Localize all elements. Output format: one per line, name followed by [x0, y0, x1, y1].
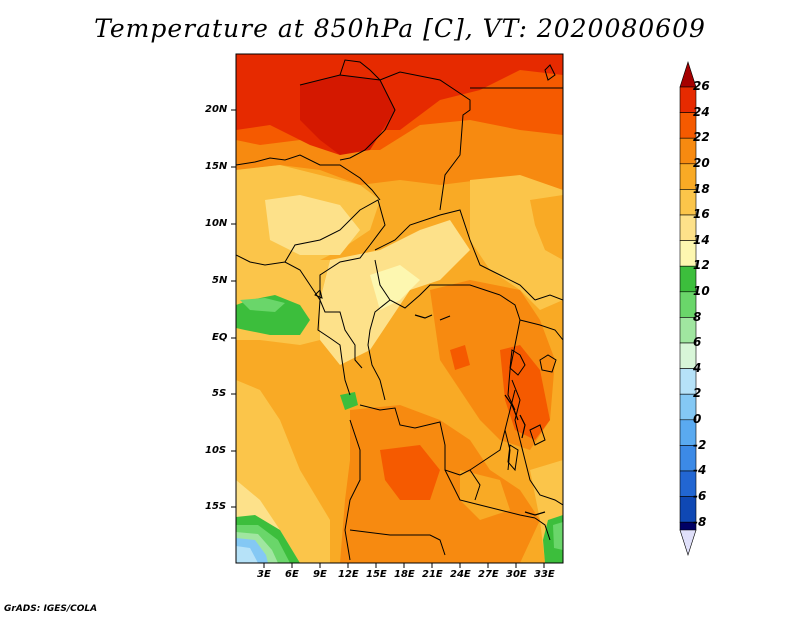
map-frame [235, 53, 564, 564]
colorbar-label: 20 [693, 156, 710, 170]
colorbar-label: 16 [693, 207, 710, 221]
lon-label: 6E [285, 569, 299, 580]
colorbar-cap-bottom [679, 529, 697, 556]
colorbar [679, 61, 697, 556]
lat-label: 20N [205, 104, 228, 115]
colorbar-label: 14 [693, 233, 710, 247]
colorbar-label: -8 [693, 515, 707, 529]
lake-outlines [414, 314, 546, 516]
colorbar-label: 24 [693, 105, 710, 119]
colorbar-label: -2 [693, 438, 707, 452]
lon-label: 27E [478, 569, 499, 580]
lon-label: 30E [506, 569, 527, 580]
lon-label: 15E [366, 569, 387, 580]
map-title: Temperature at 850hPa [C], VT: 202008060… [94, 14, 706, 43]
colorbar-label: 22 [693, 130, 710, 144]
lon-label: 3E [257, 569, 271, 580]
lat-label: 10N [205, 218, 228, 229]
colorbar-label: 0 [693, 412, 702, 426]
colorbar-label: 2 [693, 386, 702, 400]
colorbar-label: 8 [693, 310, 702, 324]
lat-label: 15S [205, 501, 227, 512]
colorbar-label: -6 [693, 489, 707, 503]
colorbar-label: 26 [693, 79, 710, 93]
lat-label: EQ [212, 332, 228, 343]
lon-label: 18E [394, 569, 415, 580]
colorbar-label: 4 [693, 361, 702, 375]
lon-ticks [263, 563, 545, 568]
lon-label: 9E [313, 569, 327, 580]
colorbar-label: -4 [693, 463, 707, 477]
colorbar-label: 10 [693, 284, 710, 298]
lat-ticks [231, 109, 236, 508]
colorbar-label: 6 [693, 335, 702, 349]
lat-label: 15N [205, 161, 228, 172]
colorbar-label: 12 [693, 258, 710, 272]
credit-text: GrADS: IGES/COLA [4, 604, 98, 614]
lat-label: 5S [212, 388, 227, 399]
lon-label: 24E [450, 569, 471, 580]
lon-label: 21E [422, 569, 443, 580]
lon-label: 33E [534, 569, 555, 580]
lat-label: 10S [205, 445, 227, 456]
colorbar-label: 18 [693, 182, 710, 196]
lat-label: 5N [212, 275, 228, 286]
temperature-field [236, 54, 563, 563]
country-borders [236, 59, 563, 561]
lon-label: 12E [338, 569, 359, 580]
